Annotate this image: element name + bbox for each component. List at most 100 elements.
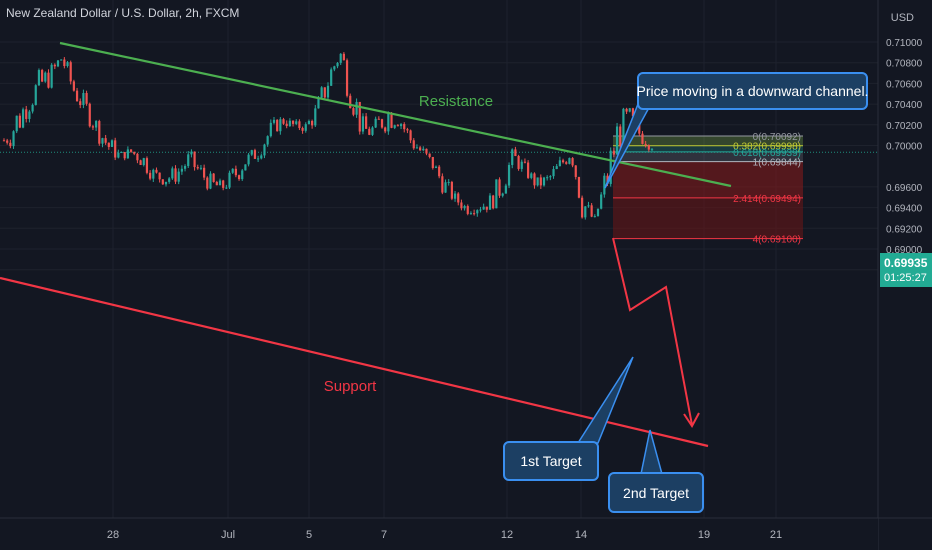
candle-body [415, 147, 419, 149]
candle-body [615, 126, 619, 155]
candle-body [168, 178, 171, 182]
candle-body [190, 151, 193, 155]
support-line[interactable] [0, 276, 709, 448]
symbol-title[interactable]: New Zealand Dollar / U.S. Dollar, 2h, FX… [6, 6, 240, 20]
candle-body [288, 120, 291, 126]
candle-body [133, 151, 136, 154]
candle-body [298, 121, 301, 128]
candle-body [2, 140, 6, 142]
candle-body [581, 197, 584, 218]
candle-body [75, 90, 79, 102]
candle-body [450, 181, 453, 199]
candle-body [600, 194, 603, 209]
candle-body [53, 64, 56, 67]
channel-callout[interactable]: Price moving in a downward channel. [637, 72, 868, 110]
candle-body [568, 158, 571, 164]
candle-body [539, 177, 542, 186]
support-label: Support [324, 378, 377, 395]
candle-body [530, 173, 533, 178]
candle-body [196, 167, 199, 169]
candle-body [21, 109, 25, 128]
candle-body [523, 161, 527, 163]
price-tick-label: 0.69000 [886, 245, 923, 256]
candle-body [387, 113, 390, 132]
fib-level-label: 0.618(0.69939) [733, 148, 801, 159]
candle-body [361, 116, 365, 132]
candle-body [79, 101, 82, 106]
candle-body [218, 180, 222, 186]
time-axis[interactable]: 28 Jul 5 7 12 14 19 21 [0, 517, 932, 550]
candle-body [91, 126, 95, 128]
price-tick-label: 0.69600 [886, 183, 923, 194]
candle-body [88, 103, 91, 127]
candle-body [434, 166, 438, 168]
candle-body [619, 126, 622, 146]
candle-body [250, 150, 253, 155]
candle-body [463, 206, 466, 209]
candle-body [495, 179, 498, 209]
price-tick-label: 0.70400 [886, 100, 923, 111]
time-tick-label: Jul [221, 529, 235, 541]
candle-body [161, 179, 164, 185]
candle-body [82, 92, 85, 106]
candle-body [34, 85, 37, 105]
candle-body [628, 108, 631, 112]
candle-body [104, 138, 107, 143]
second-target-callout[interactable]: 2nd Target [608, 472, 704, 513]
candle-body [419, 147, 422, 151]
candle-body [409, 130, 412, 141]
candle-body [260, 155, 263, 159]
candle-body [593, 216, 596, 218]
candle-body [453, 193, 457, 199]
resistance-label: Resistance [419, 93, 493, 110]
fib-level-label: 0(0.70092) [753, 132, 801, 143]
candle-body [457, 193, 460, 203]
candle-body [555, 166, 558, 170]
candle-body [228, 172, 231, 188]
candle-body [314, 108, 317, 126]
candle-body [266, 136, 269, 145]
candle-body [596, 208, 600, 217]
first-target-callout[interactable]: 1st Target [503, 441, 599, 481]
candle-body [272, 119, 276, 123]
candle-body [492, 195, 495, 209]
candle-body [428, 153, 431, 157]
candle-body [571, 158, 574, 166]
candle-body [209, 173, 212, 189]
candle-body [47, 72, 50, 88]
candle-body [171, 168, 174, 179]
candle-body [304, 124, 307, 131]
candle-body [28, 111, 31, 119]
candle-body [542, 177, 546, 186]
projection-arrowhead [683, 412, 700, 428]
candle-body [482, 206, 485, 210]
time-tick-label: 7 [381, 529, 387, 541]
candle-body [625, 108, 628, 112]
last-price-value: 0.69935 [884, 256, 928, 270]
time-tick-label: 19 [698, 529, 710, 541]
price-tick-label: 0.69400 [886, 204, 923, 215]
fib-level-label: 4(0.69100) [753, 235, 801, 246]
candle-body [574, 165, 577, 177]
time-tick-label: 14 [575, 529, 587, 541]
candle-body [72, 81, 75, 91]
candle-body [584, 206, 587, 218]
price-tick-label: 0.70800 [886, 59, 923, 70]
candle-body [222, 180, 225, 188]
candle-body [342, 53, 345, 61]
candle-body [473, 213, 476, 215]
candle-body [69, 62, 72, 82]
candle-body [9, 142, 12, 147]
candle-body [641, 133, 644, 144]
candle-body [638, 121, 641, 134]
candle-body [247, 154, 250, 165]
time-tick-label: 28 [107, 529, 119, 541]
fib-band-2414-4 [613, 197, 803, 239]
candle-body [95, 121, 98, 128]
candle-body [241, 170, 244, 180]
candle-body [31, 104, 34, 112]
target-arrows [612, 237, 700, 428]
time-axis-bg[interactable] [0, 518, 878, 550]
candle-body [63, 59, 66, 67]
candle-body [425, 148, 428, 154]
